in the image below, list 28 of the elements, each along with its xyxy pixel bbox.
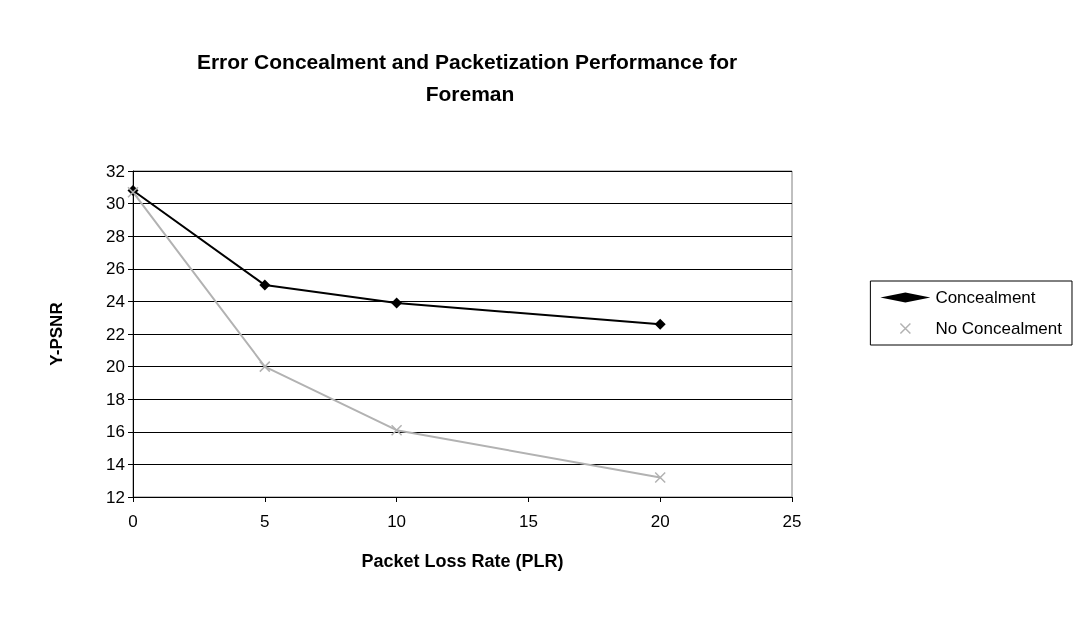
- point: [391, 297, 403, 309]
- y-tick-label: 30: [106, 194, 125, 214]
- legend-label: Concealment: [935, 288, 1036, 307]
- x-tick-label: 15: [518, 512, 538, 531]
- y-tick-label: 16: [106, 422, 125, 442]
- x-tick-label: 0: [128, 512, 138, 531]
- x-tick-label: 5: [260, 512, 270, 531]
- point: [259, 279, 271, 291]
- x-tick-label: 20: [650, 512, 670, 531]
- chart-title: Error Concealment and Packetization Performance for Foreman: [196, 49, 744, 105]
- y-tick-label: 20: [106, 357, 125, 377]
- x-tick-label: 10: [387, 512, 407, 531]
- point: [654, 318, 666, 330]
- y-tick-label: 28: [106, 226, 125, 246]
- y-tick-label: 26: [106, 259, 125, 279]
- x-axis-title: Packet Loss Rate (PLR): [361, 551, 564, 571]
- y-tick-label: 32: [106, 161, 125, 181]
- point: [654, 471, 666, 484]
- y-tick-label: 14: [106, 454, 125, 474]
- x-tick-label: 25: [782, 512, 802, 531]
- point: [259, 360, 271, 373]
- y-tick-label: 18: [106, 389, 125, 409]
- y-axis-title: Y-PSNR: [47, 302, 66, 366]
- y-tick-label: 22: [106, 324, 125, 344]
- point: [390, 424, 403, 436]
- legend-label: No Concealment: [935, 319, 1063, 338]
- y-tick-label: 24: [106, 291, 125, 311]
- y-tick-label: 12: [106, 487, 125, 507]
